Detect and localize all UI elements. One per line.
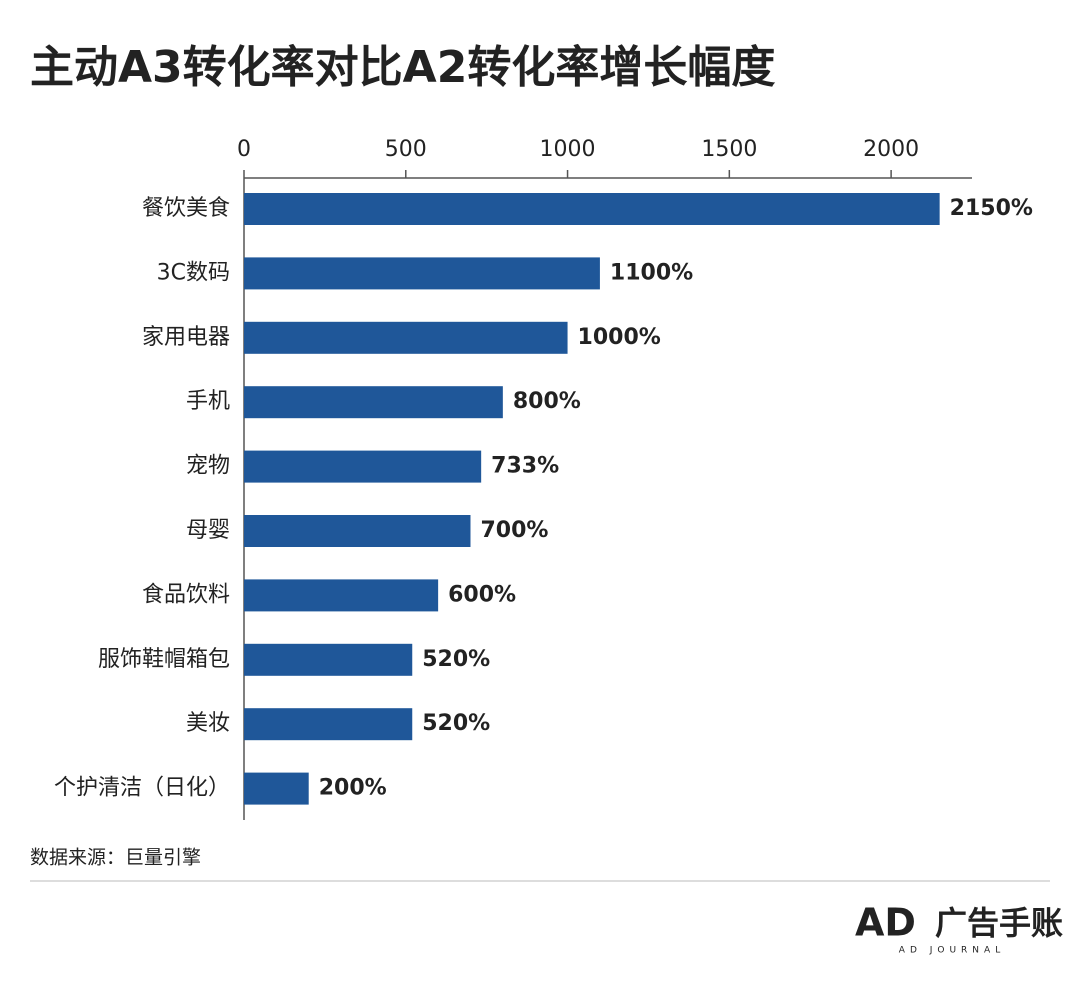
source: 数据来源：巨量引擎 (30, 847, 201, 869)
y-tick-label: 宠物 (186, 454, 230, 479)
logo-mark: AD (855, 901, 916, 945)
bar (244, 257, 600, 290)
y-tick-label: 母婴 (186, 518, 230, 543)
value-label: 800% (513, 389, 581, 414)
bar (244, 708, 413, 741)
bar (244, 579, 439, 612)
chart-title: 主动A3转化率对比A2转化率增长幅度 (30, 42, 775, 93)
y-tick-label: 服饰鞋帽箱包 (98, 647, 230, 672)
logo-sub: AD JOURNAL (899, 946, 1005, 956)
x-tick-label: 2000 (863, 137, 919, 162)
y-tick-label: 手机 (186, 389, 230, 414)
value-label: 733% (491, 454, 559, 479)
y-tick-label: 美妆 (186, 711, 230, 736)
logo-name: 广告手账 (935, 904, 1063, 942)
x-tick-label: 500 (385, 137, 427, 162)
value-label: 200% (319, 776, 387, 801)
value-label: 520% (422, 711, 490, 736)
bar (244, 321, 568, 354)
y-tick-label: 家用电器 (142, 325, 230, 350)
value-label: 1100% (610, 260, 693, 285)
x-tick-label: 1000 (540, 137, 596, 162)
bar (244, 643, 413, 676)
bar (244, 450, 482, 483)
value-label: 2150% (950, 196, 1033, 221)
y-tick-label: 餐饮美食 (142, 196, 230, 221)
bar (244, 515, 471, 547)
bar (244, 193, 940, 225)
y-tick-label: 食品饮料 (142, 582, 230, 607)
x-tick-label: 1500 (701, 137, 757, 162)
bar (244, 386, 503, 419)
value-label: 700% (480, 518, 548, 543)
value-label: 1000% (578, 325, 661, 350)
value-label: 600% (448, 582, 516, 607)
y-tick-label: 个护清洁（日化） (54, 776, 230, 801)
y-tick-label: 3C数码 (157, 260, 230, 285)
x-tick-label: 0 (237, 137, 251, 162)
value-label: 520% (422, 647, 490, 672)
bar (244, 772, 309, 805)
